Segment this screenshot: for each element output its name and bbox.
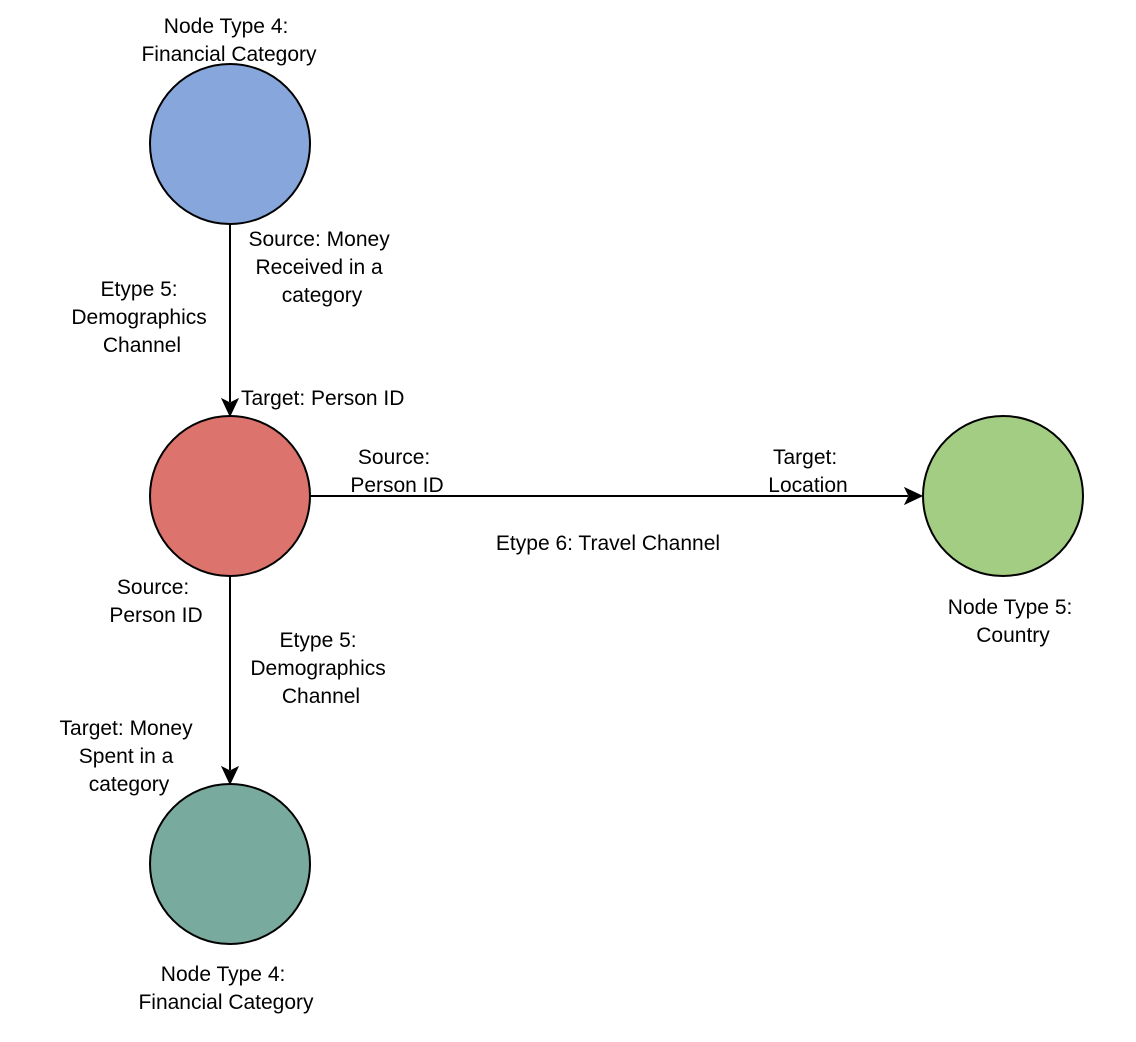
edge-spent-source-label: Source: Person ID (109, 576, 202, 627)
edge-travel-source-label: Source: Person ID (350, 446, 443, 497)
label-line: category (89, 773, 170, 796)
node-financial-category-top (149, 63, 311, 225)
label-line: Financial Category (141, 43, 317, 66)
edge-received-arrowhead (220, 397, 240, 418)
label-line: Node Type 4: (161, 963, 286, 986)
label-line: Target: Money (60, 717, 194, 740)
label-line: Source: (358, 446, 430, 469)
label-line: Node Type 4: (164, 15, 289, 38)
label-line: Etype 5: (280, 629, 357, 652)
node-person (149, 415, 311, 577)
label-line: Node Type 5: (948, 596, 1073, 619)
label-line: category (282, 284, 363, 307)
label-line: Country (976, 624, 1050, 647)
node-financial-category-top-label: Node Type 4: Financial Category (141, 15, 317, 66)
edge-travel-type-label: Etype 6: Travel Channel (496, 532, 720, 555)
edge-received-source-label: Source: Money Received in a category (248, 228, 395, 307)
edge-travel (310, 486, 924, 506)
label-line: Etype 5: (101, 278, 178, 301)
edge-travel-target-label: Target: Location (768, 446, 847, 497)
label-line: Target: Person ID (241, 387, 404, 410)
edge-received-type-label: Etype 5: Demographics Channel (71, 278, 212, 357)
node-country-label: Node Type 5: Country (948, 596, 1078, 647)
edge-received-target-label: Target: Person ID (241, 387, 404, 410)
label-line: Demographics (250, 657, 385, 680)
label-line: Source: (117, 576, 189, 599)
label-line: Etype 6: Travel Channel (496, 532, 720, 555)
node-country (922, 415, 1084, 577)
node-financial-category-bottom (149, 783, 311, 945)
edge-spent-arrowhead (220, 765, 240, 786)
label-line: Received in a (255, 256, 383, 279)
edge-spent-type-label: Etype 5: Demographics Channel (250, 629, 391, 708)
label-line: Location (768, 474, 847, 497)
label-line: Person ID (109, 604, 202, 627)
label-line: Target: (773, 446, 837, 469)
node-financial-category-bottom-label: Node Type 4: Financial Category (138, 963, 314, 1014)
edge-spent-target-label: Target: Money Spent in a category (60, 717, 199, 796)
edge-travel-arrowhead (903, 486, 924, 506)
label-line: Person ID (350, 474, 443, 497)
label-line: Channel (282, 685, 360, 708)
label-line: Spent in a (79, 745, 174, 768)
label-line: Demographics (71, 306, 206, 329)
label-line: Financial Category (138, 991, 314, 1014)
edge-received (220, 224, 240, 418)
label-line: Channel (103, 334, 181, 357)
edge-spent (220, 576, 240, 786)
label-line: Source: Money (248, 228, 390, 251)
